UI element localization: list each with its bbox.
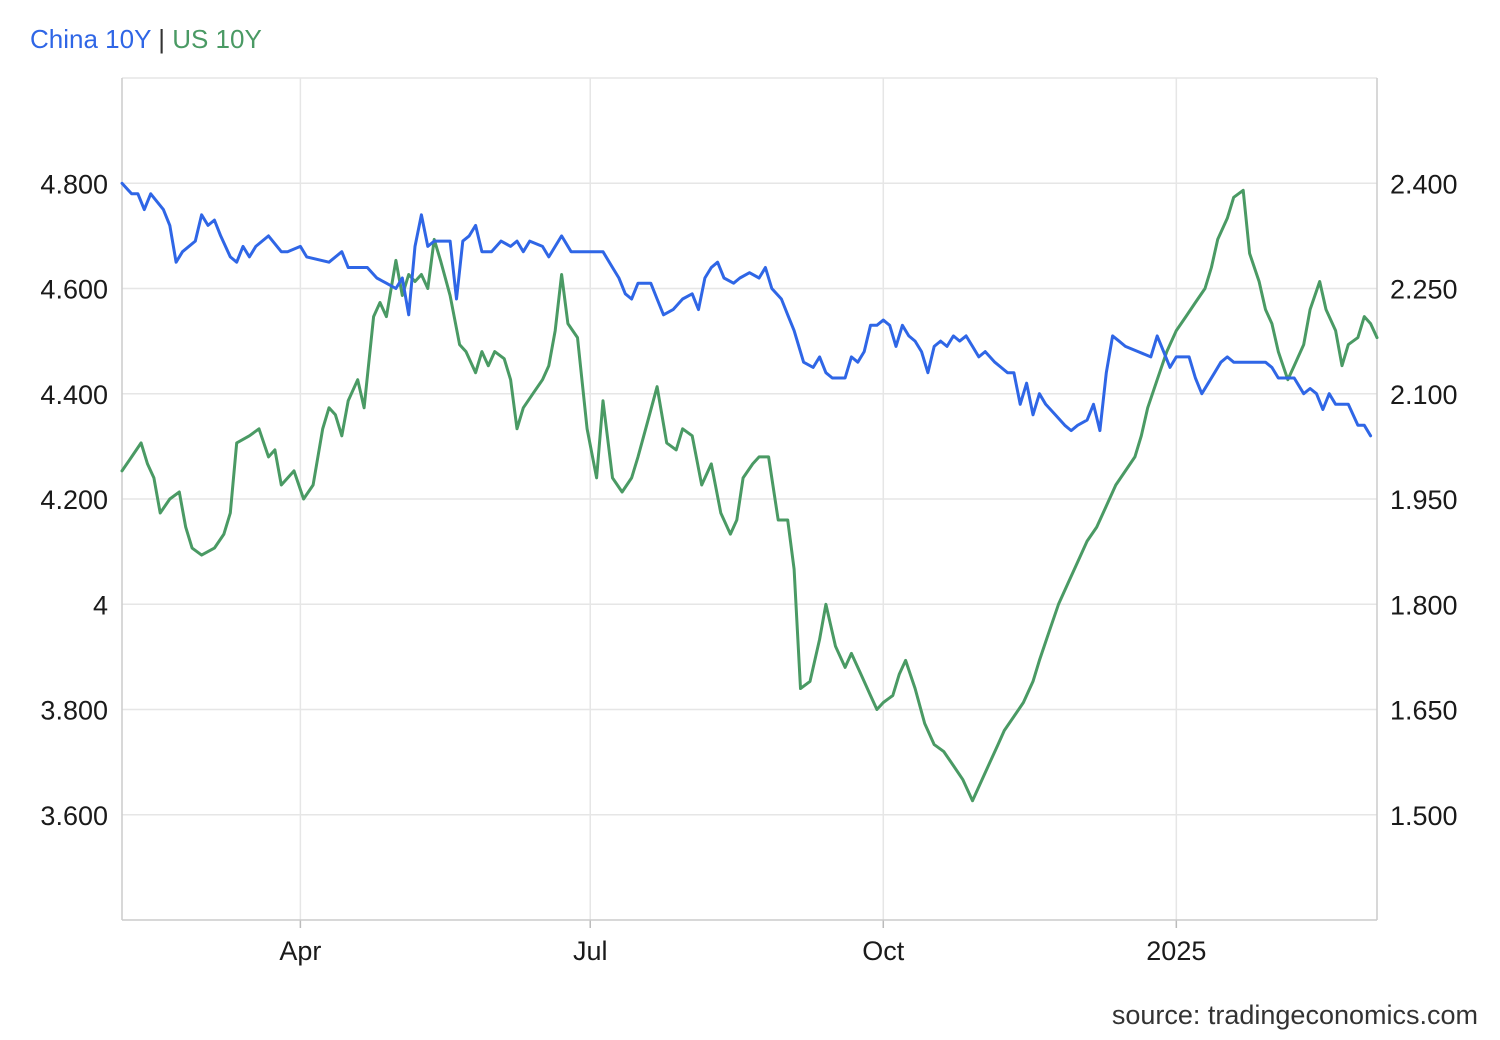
y-tick-label-left: 4 [93,590,108,620]
y-tick-label-left: 4.800 [40,169,108,199]
x-axis-labels: Apr Jul Oct 2025 [279,936,1206,966]
x-tick-label: 2025 [1146,936,1206,966]
y-tick-label-right: 2.100 [1390,380,1458,410]
series-lines [120,181,1379,803]
x-tick-label: Apr [279,936,321,966]
y-axis-left-labels: 3.600 3.800 4 4.200 4.400 4.600 4.800 [40,169,108,831]
chart-legend: China 10Y | US 10Y [30,24,262,55]
y-tick-label-left: 3.600 [40,801,108,831]
y-tick-label-left: 4.200 [40,485,108,515]
y-tick-label-left: 3.800 [40,696,108,726]
series-line-us-10y [120,188,1379,803]
legend-china-10y[interactable]: China 10Y [30,24,151,54]
x-tick-label: Oct [862,936,905,966]
axes [121,78,1378,928]
legend-separator: | [158,24,165,54]
y-tick-label-right: 1.500 [1390,801,1458,831]
y-tick-label-right: 1.950 [1390,485,1458,515]
series-line-china-10y [120,181,1373,438]
y-tick-label-left: 4.400 [40,380,108,410]
y-tick-label-right: 2.250 [1390,275,1458,305]
y-tick-label-right: 2.400 [1390,169,1458,199]
y-tick-label-left: 4.600 [40,275,108,305]
grid-lines [122,77,1377,920]
y-tick-label-right: 1.800 [1390,590,1458,620]
legend-us-10y[interactable]: US 10Y [172,24,262,54]
source-label: source: tradingeconomics.com [1111,1000,1478,1030]
y-axis-right-labels: 1.500 1.650 1.800 1.950 2.100 2.250 2.400 [1390,169,1458,831]
y-tick-label-right: 1.650 [1390,696,1458,726]
x-tick-label: Jul [573,936,608,966]
